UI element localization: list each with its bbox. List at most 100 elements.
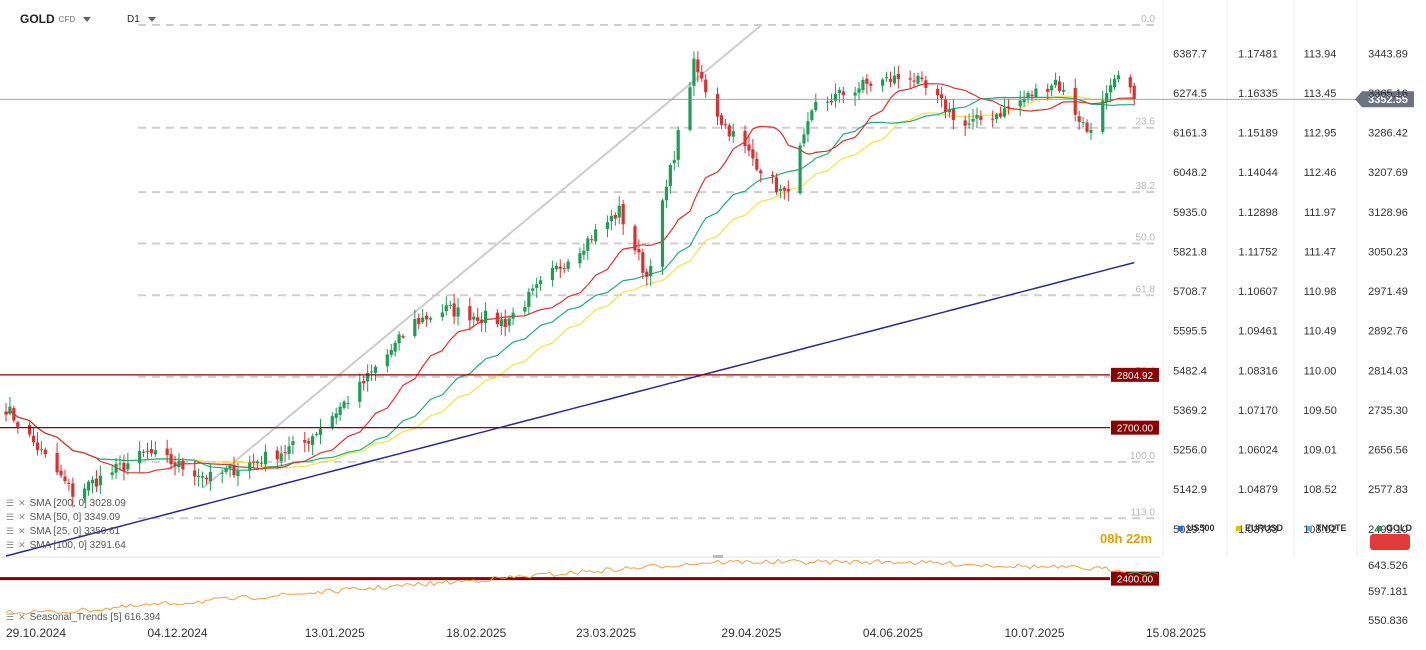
close-icon[interactable]: ✕ — [18, 512, 26, 522]
horizontal-level-label: 2400.00 — [1117, 575, 1154, 586]
tnote-tick-label: 110.00 — [1304, 365, 1337, 377]
settings-icon[interactable]: ☰ — [6, 498, 15, 508]
candle-body — [943, 99, 948, 112]
candle-body — [193, 470, 197, 477]
candle-body — [1077, 116, 1081, 122]
candle-body — [664, 186, 669, 201]
candle-body — [275, 450, 279, 460]
candle-body — [67, 482, 71, 484]
timeframe-selector[interactable]: D1 — [127, 10, 156, 28]
candle-body — [924, 80, 928, 88]
indicator-sma100[interactable]: ☰ ✕ SMA [100, 0] 3291.64 — [6, 540, 126, 551]
seasonal-tick-label: 643.526 — [1368, 560, 1408, 572]
candle-body — [177, 460, 181, 468]
candle-body — [975, 114, 979, 119]
candle-body — [637, 248, 641, 253]
candle-body — [1002, 108, 1007, 117]
tnote-tick-label: 109.50 — [1303, 405, 1337, 417]
candle-body — [141, 451, 146, 453]
candle-body — [908, 78, 912, 80]
candle-body — [287, 446, 291, 454]
us500-tick-label: 5935.0 — [1173, 207, 1207, 219]
candle-body — [165, 448, 169, 455]
symbol-selector[interactable]: GOLD CFD — [20, 10, 92, 28]
legend-tnote[interactable]: TNOTE — [1307, 523, 1347, 533]
us500-tick-label: 6387.7 — [1173, 48, 1207, 60]
gold-tick-label: 2814.03 — [1368, 365, 1408, 377]
settings-icon[interactable]: ☰ — [6, 526, 15, 536]
candle-body — [778, 188, 783, 191]
fib-level-label: 0.0 — [1141, 14, 1155, 25]
candle-body — [1105, 93, 1109, 103]
candle-body — [1085, 122, 1089, 132]
candle-body — [507, 318, 511, 326]
seasonal-current-line — [1127, 571, 1159, 576]
sell-button[interactable] — [1370, 534, 1410, 550]
close-icon[interactable]: ✕ — [18, 612, 26, 622]
us500-tick-label: 6274.5 — [1173, 88, 1207, 100]
x-tick-label: 15.08.2025 — [1146, 626, 1206, 640]
legend-gold[interactable]: GOLD — [1377, 523, 1412, 533]
indicator-sma25[interactable]: ☰ ✕ SMA [25, 0] 3350.61 — [6, 526, 120, 537]
indicator-sma50[interactable]: ☰ ✕ SMA [50, 0] 3349.09 — [6, 512, 120, 523]
candle-body — [782, 187, 786, 191]
legend-eurusd[interactable]: EURUSD — [1236, 523, 1283, 533]
close-icon[interactable]: ✕ — [18, 498, 26, 508]
settings-icon[interactable]: ☰ — [6, 540, 15, 550]
candle-body — [770, 174, 775, 177]
settings-icon[interactable]: ☰ — [6, 612, 15, 622]
candle-body — [1089, 130, 1093, 133]
gold-tick-label: 3286.42 — [1368, 128, 1408, 140]
candle-body — [857, 88, 861, 93]
candle-body — [98, 475, 102, 486]
x-tick-label: 23.03.2025 — [576, 626, 636, 640]
candle-body — [979, 116, 983, 120]
candle-body — [590, 239, 594, 241]
candle-body — [696, 59, 700, 73]
candle-body — [747, 144, 751, 151]
seasonal-tick-label: 550.836 — [1368, 615, 1408, 627]
settings-icon[interactable]: ☰ — [6, 512, 15, 522]
candle-body — [554, 265, 558, 270]
current-price-label: 3352.55 — [1368, 94, 1408, 106]
tnote-tick-label: 110.98 — [1304, 286, 1337, 298]
tnote-tick-label: 110.49 — [1304, 326, 1337, 338]
candle-body — [1132, 85, 1136, 100]
indicator-label: SMA [200, 0] 3028.09 — [29, 498, 126, 509]
candle-body — [566, 261, 570, 269]
close-icon[interactable]: ✕ — [18, 526, 26, 536]
gold-tick-label: 2971.49 — [1368, 286, 1408, 298]
symbol-type: CFD — [58, 14, 76, 24]
candle-body — [252, 461, 256, 463]
candle-body — [1006, 106, 1011, 108]
candle-body — [503, 318, 507, 327]
candle-body — [511, 312, 515, 319]
eurusd-tick-label: 1.11752 — [1239, 246, 1278, 258]
candle-body — [1026, 93, 1030, 99]
candle-body — [138, 451, 142, 464]
us500-tick-label: 5256.0 — [1173, 445, 1207, 457]
candle-body — [126, 463, 130, 470]
us500-tick-label: 6161.3 — [1173, 128, 1207, 140]
indicator-label: SMA [100, 0] 3291.64 — [29, 540, 126, 551]
candle-body — [1061, 89, 1066, 92]
candle-body — [841, 91, 845, 96]
eurusd-tick-label: 1.12898 — [1238, 207, 1278, 219]
candle-body — [358, 381, 362, 402]
tnote-tick-label: 111.47 — [1304, 246, 1336, 258]
indicator-seasonal[interactable]: ☰ ✕ Seasonal_Trends [5] 616.394 — [6, 612, 160, 623]
candle-body — [1057, 81, 1062, 91]
indicator-sma200[interactable]: ☰ ✕ SMA [200, 0] 3028.09 — [6, 498, 126, 509]
candle-body — [59, 470, 63, 476]
candle-body — [1073, 87, 1077, 115]
candle-body — [837, 90, 841, 94]
chevron-down-icon — [83, 16, 92, 22]
candle-body — [4, 411, 8, 415]
x-tick-label: 10.07.2025 — [1004, 626, 1064, 640]
legend-label: EURUSD — [1245, 523, 1284, 533]
legend-us500[interactable]: US500 — [1178, 523, 1215, 533]
candle-body — [122, 462, 126, 471]
close-icon[interactable]: ✕ — [18, 540, 26, 550]
candle-body — [617, 205, 621, 218]
